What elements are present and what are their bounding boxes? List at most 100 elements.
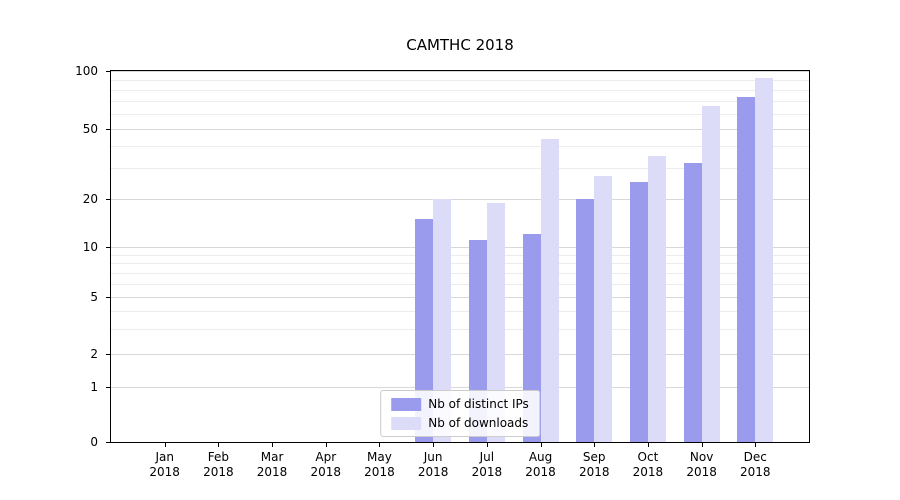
bar-nb-of-distinct-ips [683, 163, 702, 442]
x-tick-month: Apr [315, 450, 337, 464]
x-tick-mark [218, 443, 220, 447]
legend-label: Nb of distinct IPs [428, 397, 529, 411]
x-tick-label: Sep 2018 [562, 450, 626, 480]
legend-swatch [391, 397, 422, 411]
y-tick-mark [106, 71, 110, 72]
x-tick-mark [594, 443, 596, 447]
chart-title: CAMTHC 2018 [406, 36, 514, 54]
x-tick-month: Jun [423, 450, 443, 464]
legend: Nb of distinct IPs Nb of downloads [380, 390, 540, 437]
minor-gridline [111, 79, 809, 81]
y-tick-mark [106, 354, 110, 356]
x-tick-month: Jan [155, 450, 174, 464]
legend-swatch [391, 416, 422, 430]
x-tick-mark [540, 443, 542, 447]
x-tick-month: Feb [207, 450, 229, 464]
minor-gridline [111, 89, 809, 91]
bar-nb-of-downloads [433, 199, 452, 442]
y-tick-mark [106, 296, 110, 298]
x-tick-mark [164, 443, 166, 447]
x-tick-year: 2018 [578, 465, 610, 479]
y-tick-label: 0 [90, 435, 98, 449]
major-gridline [111, 387, 809, 389]
bar-nb-of-distinct-ips [737, 97, 756, 442]
x-tick-mark [486, 443, 488, 447]
y-tick-label: 1 [90, 380, 98, 395]
y-tick-label: 5 [90, 289, 98, 304]
x-tick-label: Aug 2018 [509, 450, 573, 480]
x-tick-month: Mar [260, 450, 284, 464]
bar-nb-of-downloads [755, 77, 774, 442]
x-tick-mark [755, 443, 757, 447]
x-tick-month: Nov [689, 450, 714, 464]
y-tick-label: 20 [82, 192, 98, 207]
x-tick-year: 2018 [525, 465, 556, 479]
x-tick-label: Mar 2018 [240, 450, 304, 480]
minor-gridline [111, 113, 809, 115]
x-tick-year: 2018 [310, 465, 342, 479]
x-tick-month: Oct [637, 450, 659, 464]
bar-nb-of-downloads [540, 138, 559, 442]
x-tick-mark [433, 443, 435, 447]
x-tick-label: May 2018 [347, 450, 411, 480]
x-tick-label: Jan 2018 [133, 450, 197, 480]
bar-nb-of-downloads [647, 156, 666, 442]
x-tick-label: Jun 2018 [401, 450, 465, 480]
x-tick-year: 2018 [632, 465, 664, 479]
x-tick-mark [647, 443, 649, 447]
x-tick-mark [379, 443, 381, 447]
x-tick-year: 2018 [740, 465, 771, 479]
x-tick-mark [701, 443, 703, 447]
major-gridline [111, 354, 809, 356]
minor-gridline [111, 283, 809, 285]
minor-gridline [111, 272, 809, 274]
bar-nb-of-downloads [701, 105, 720, 442]
x-tick-label: Jul 2018 [455, 450, 519, 480]
bar-nb-of-downloads [486, 202, 505, 442]
x-tick-mark [325, 443, 327, 447]
y-tick-label: 2 [90, 347, 98, 362]
minor-gridline [111, 145, 809, 147]
x-tick-year: 2018 [203, 465, 234, 479]
x-tick-year: 2018 [417, 465, 449, 479]
x-tick-year: 2018 [471, 465, 503, 479]
y-tick-mark [106, 199, 110, 201]
major-gridline [111, 71, 809, 72]
minor-gridline [111, 310, 809, 312]
bar-nb-of-distinct-ips [576, 199, 595, 442]
major-gridline [111, 128, 809, 130]
y-tick-mark [106, 442, 110, 443]
x-tick-label: Oct 2018 [616, 450, 680, 480]
minor-gridline [111, 168, 809, 170]
legend-label: Nb of downloads [428, 416, 529, 430]
x-tick-year: 2018 [686, 465, 717, 479]
x-tick-month: May [367, 450, 392, 464]
y-tick-label: 50 [82, 121, 98, 136]
x-tick-month: Aug [528, 450, 553, 464]
y-tick-mark [106, 128, 110, 130]
x-tick-year: 2018 [149, 465, 180, 479]
legend-item-distinct-ips: Nb of distinct IPs [391, 397, 529, 411]
minor-gridline [111, 254, 809, 256]
y-tick-label: 100 [75, 64, 98, 78]
x-tick-month: Dec [743, 450, 767, 464]
y-tick-label: 10 [82, 240, 98, 255]
x-tick-label: Feb 2018 [186, 450, 250, 480]
x-tick-month: Jul [479, 450, 495, 464]
x-tick-month: Sep [582, 450, 606, 464]
x-tick-label: Nov 2018 [670, 450, 734, 480]
legend-item-downloads: Nb of downloads [391, 416, 529, 430]
bar-nb-of-distinct-ips [629, 182, 648, 442]
y-tick-mark [106, 247, 110, 249]
x-tick-label: Apr 2018 [294, 450, 358, 480]
plot-area: Nb of distinct IPs Nb of downloads [110, 70, 810, 443]
minor-gridline [111, 263, 809, 265]
x-tick-year: 2018 [364, 465, 395, 479]
bar-nb-of-downloads [594, 176, 613, 442]
minor-gridline [111, 100, 809, 102]
major-gridline [111, 199, 809, 201]
bar-nb-of-distinct-ips [415, 219, 434, 442]
x-tick-mark [272, 443, 274, 447]
major-gridline [111, 247, 809, 249]
